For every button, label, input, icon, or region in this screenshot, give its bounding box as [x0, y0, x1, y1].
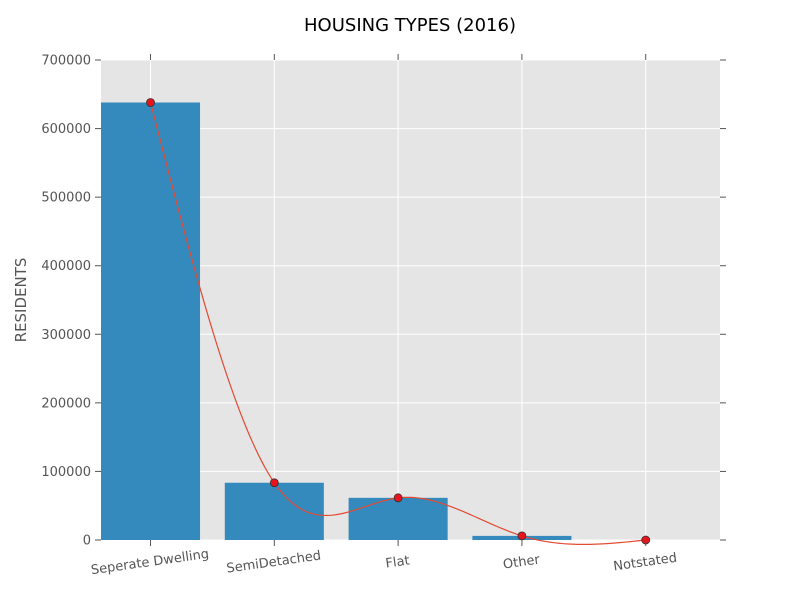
y-tick-label: 0 — [83, 534, 91, 549]
bar-0 — [101, 102, 201, 540]
y-tick-label: 600000 — [41, 122, 91, 137]
trend-marker-3 — [517, 531, 527, 541]
bar-1 — [224, 482, 324, 540]
y-tick-label: 700000 — [41, 54, 91, 69]
y-tick-label: 400000 — [41, 259, 91, 274]
y-tick-labels: 0 100000 200000 300000 400000 500000 600000 700… — [41, 54, 91, 549]
x-tick-label: Notstated — [613, 551, 678, 575]
y-axis-label: RESIDENTS — [12, 258, 30, 343]
y-tick-label: 100000 — [41, 465, 91, 480]
trend-marker-2 — [393, 493, 403, 503]
bars — [101, 102, 572, 540]
x-tick-labels: Seperate Dwelling SemiDetached Flat Other No… — [90, 547, 678, 578]
trend-marker-0 — [146, 98, 155, 107]
chart-title: HOUSING TYPES (2016) — [304, 15, 516, 36]
y-tick-label: 500000 — [41, 191, 91, 206]
trend-marker-1 — [269, 478, 279, 488]
plot-area — [101, 60, 720, 540]
y-tick-label: 300000 — [41, 328, 91, 343]
x-tick-label: Other — [502, 552, 541, 572]
x-tick-label: Seperate Dwelling — [90, 547, 210, 578]
x-tick-label: SemiDetached — [226, 548, 322, 576]
axis-ticks — [95, 54, 726, 546]
y-tick-label: 200000 — [41, 396, 91, 411]
x-tick-label: Flat — [385, 553, 411, 571]
bar-2 — [348, 497, 448, 540]
trend-line — [146, 98, 651, 546]
